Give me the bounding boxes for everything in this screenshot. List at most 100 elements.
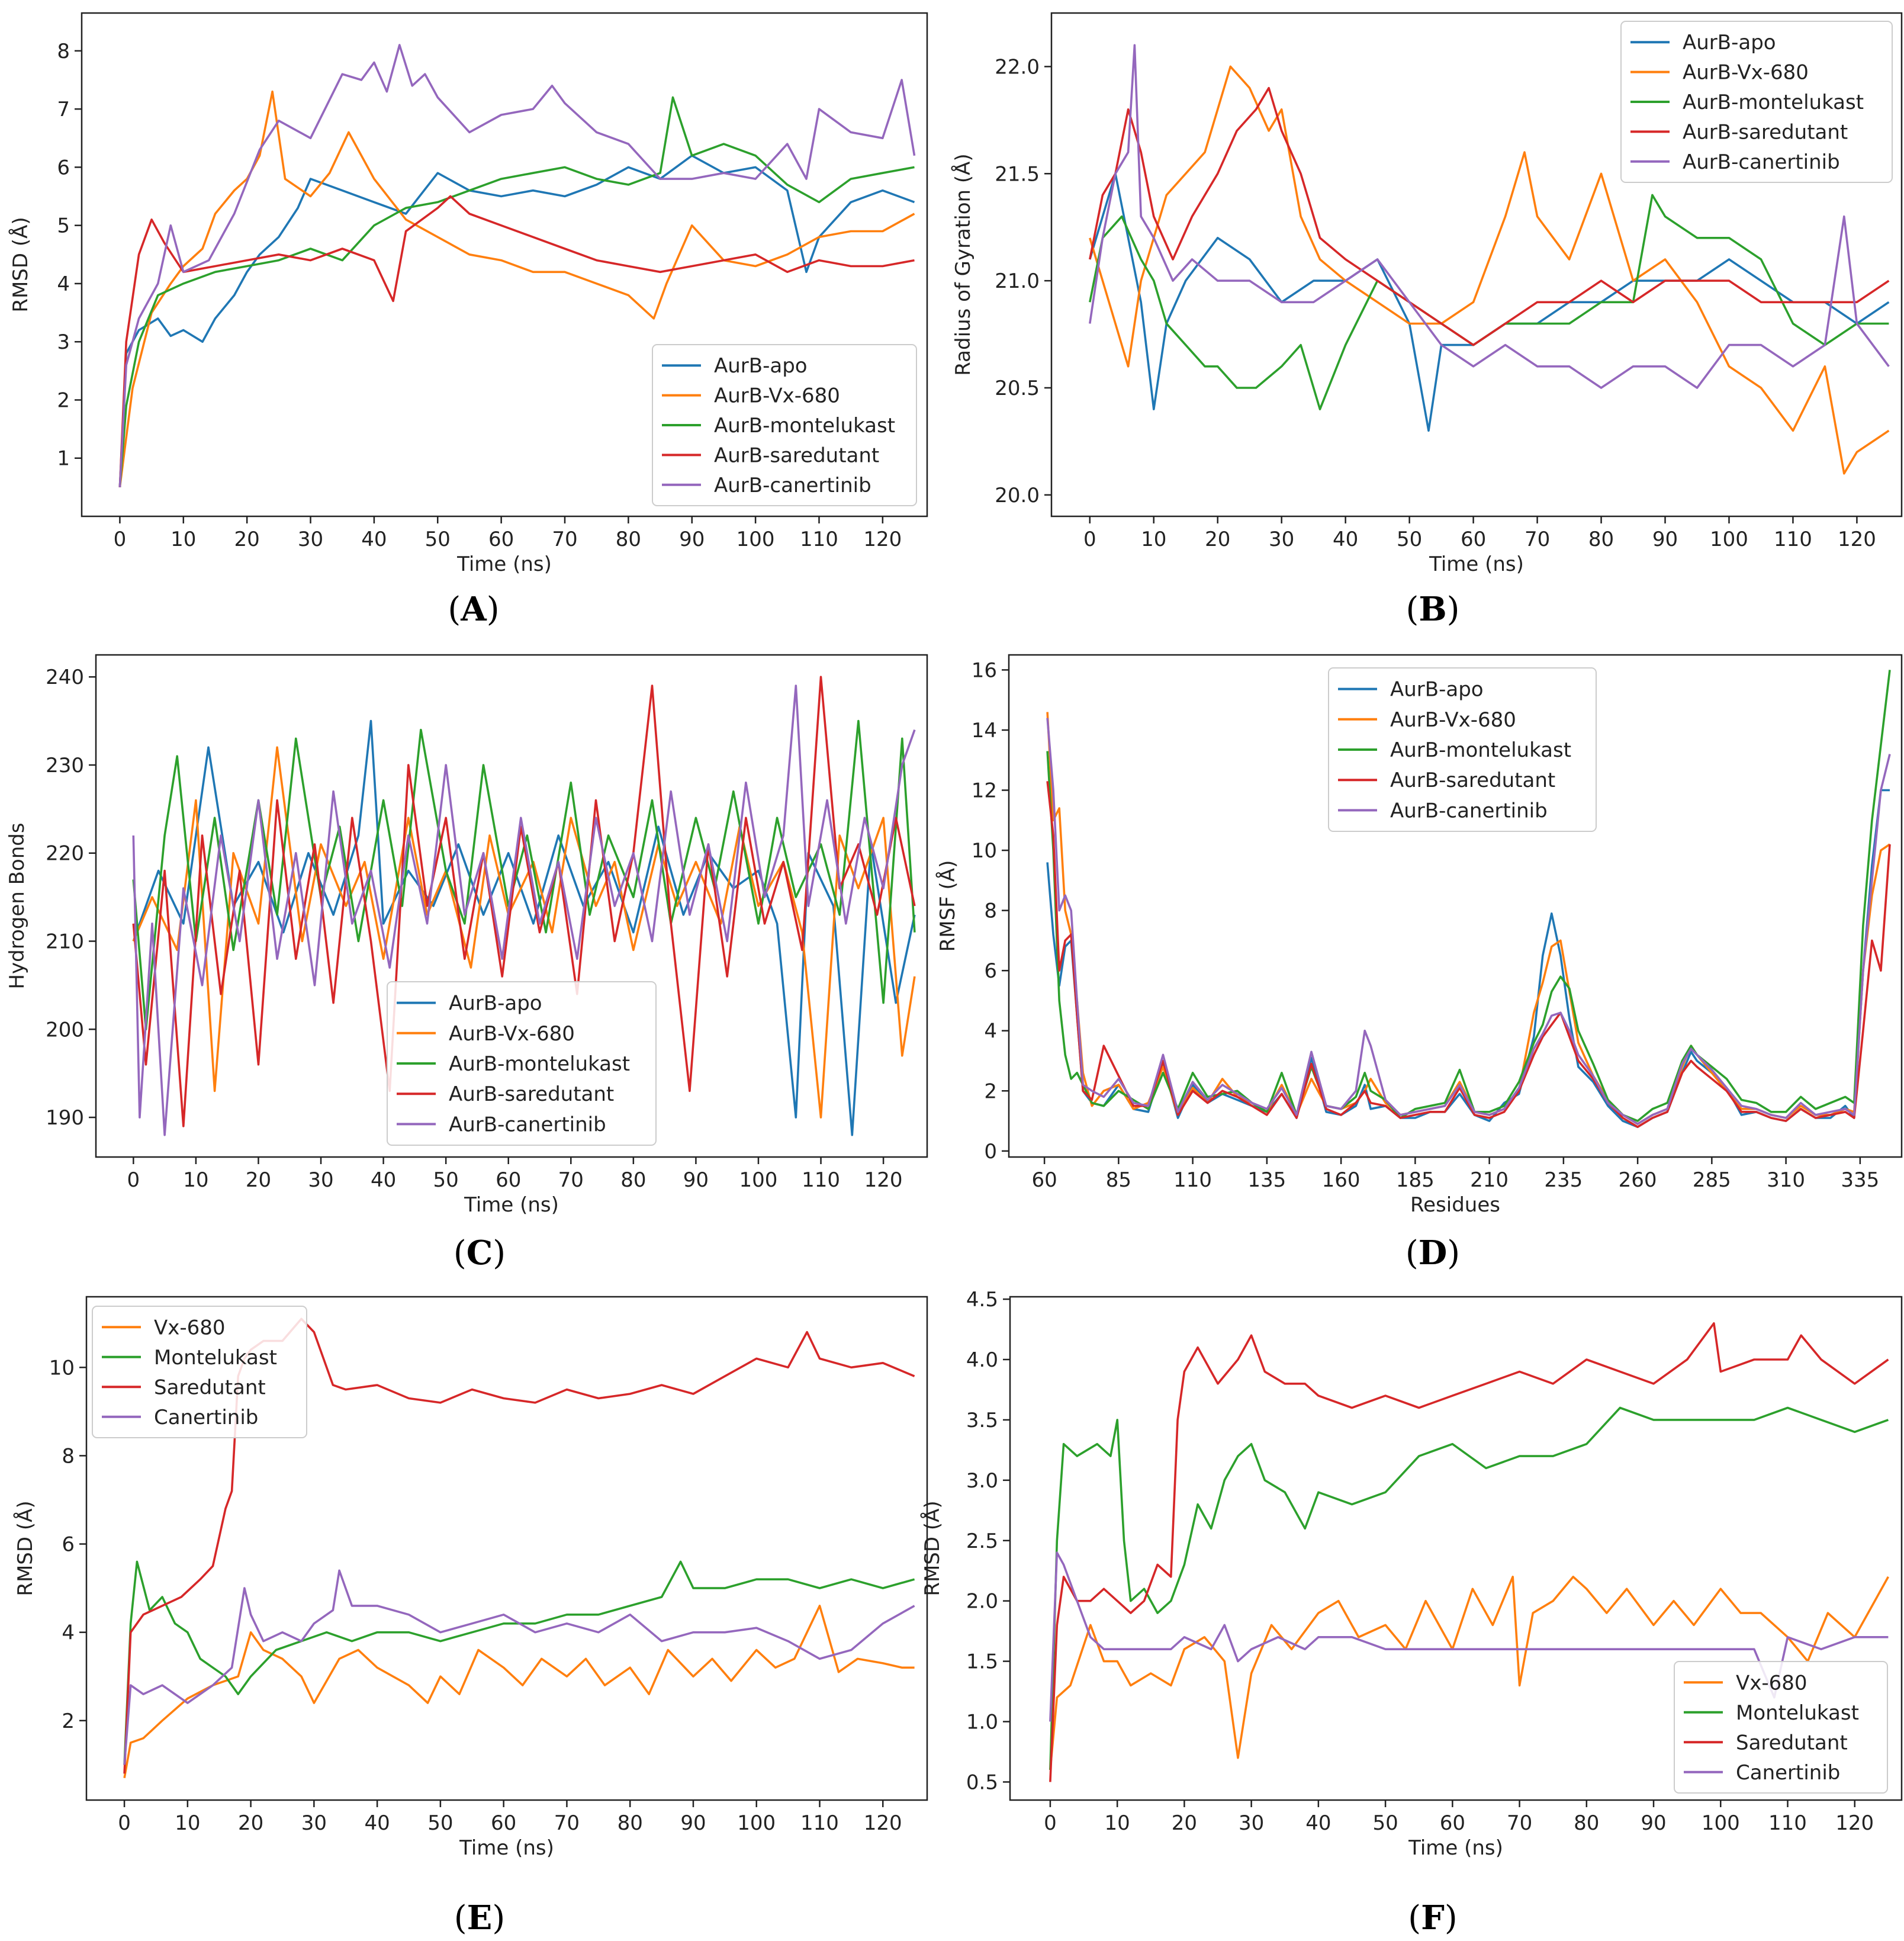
x-tick-label-f: 90 <box>1641 1811 1666 1835</box>
legend-a: AurB-apo AurB-Vx-680 AurB-montelukast AurB-… <box>652 344 917 506</box>
panel-caption-letter-e: E <box>467 1898 493 1937</box>
series-line-montelukast-e <box>123 1560 915 1765</box>
y-axis-label-d: RMSF (Å) <box>935 860 960 952</box>
x-tick-label-e: 120 <box>864 1811 902 1835</box>
x-tick-label-d: 210 <box>1470 1168 1509 1192</box>
panel-caption-open-f: ( <box>1408 1899 1421 1937</box>
y-tick-label-a: 3 <box>57 330 70 354</box>
y-tick-label-f: 4.5 <box>966 1288 998 1312</box>
panel-caption-close-a: ) <box>487 590 500 629</box>
legend-label-aurb-saredutant-a: AurB-saredutant <box>714 444 879 467</box>
x-tick-label-c: 60 <box>496 1168 521 1192</box>
x-tick-label-c: 50 <box>433 1168 459 1192</box>
x-tick-label-d: 310 <box>1767 1168 1805 1192</box>
x-tick-label-f: 50 <box>1372 1811 1398 1835</box>
panel-caption-letter-c: C <box>467 1233 493 1272</box>
x-tick-label-d: 110 <box>1173 1168 1212 1192</box>
series-line-montelukast-f <box>1049 1406 1889 1770</box>
legend-box-d <box>1328 667 1597 832</box>
panel-caption-open-b: ( <box>1406 590 1419 629</box>
series-line-aurb-apo-b <box>1089 172 1890 432</box>
y-tick-label-e: 8 <box>62 1444 75 1468</box>
series-group-d <box>1046 670 1891 1128</box>
y-tick-label-e: 6 <box>62 1533 75 1557</box>
y-tick-label-f: 2.5 <box>966 1529 998 1553</box>
x-tick-label-c: 120 <box>864 1168 903 1192</box>
legend-label-aurb-montelukast-c: AurB-montelukast <box>449 1052 630 1076</box>
y-tick-label-e: 2 <box>62 1709 75 1733</box>
y-tick-label-c: 200 <box>46 1018 84 1042</box>
x-tick-label-c: 40 <box>371 1168 396 1192</box>
legend-label-aurb-vx-680-d: AurB-Vx-680 <box>1390 708 1516 732</box>
x-tick-label-f: 0 <box>1044 1811 1057 1835</box>
panel-caption-open-d: ( <box>1406 1234 1419 1272</box>
y-tick-label-c: 230 <box>46 754 84 777</box>
series-line-aurb-montelukast-a <box>118 96 915 488</box>
legend-box-a <box>652 344 917 506</box>
legend-label-aurb-montelukast-b: AurB-montelukast <box>1683 91 1864 114</box>
y-tick-label-a: 1 <box>57 447 70 471</box>
x-tick-label-e: 30 <box>301 1811 327 1835</box>
legend-label-aurb-saredutant-c: AurB-saredutant <box>449 1082 614 1106</box>
x-tick-label-d: 335 <box>1841 1168 1879 1192</box>
x-tick-label-b: 30 <box>1269 528 1294 551</box>
x-tick-label-a: 30 <box>298 528 323 551</box>
x-tick-label-e: 10 <box>175 1811 200 1835</box>
x-tick-label-a: 0 <box>114 528 127 551</box>
x-axis-label-b: Time (ns) <box>1429 552 1524 576</box>
panel-caption-e: (E) <box>454 1898 505 1937</box>
x-tick-label-e: 20 <box>238 1811 263 1835</box>
panel-d: 60 85 110 135 160 185 210 235 260 285 310 335 0 2 4 6 8 1… <box>935 654 1903 1272</box>
panel-caption-c: (C) <box>454 1233 506 1272</box>
series-line-aurb-apo-a <box>118 154 915 487</box>
legend-label-aurb-apo-b: AurB-apo <box>1683 31 1776 54</box>
series-line-vx-680-e <box>123 1605 915 1779</box>
y-tick-label-c: 190 <box>46 1106 84 1130</box>
panel-c: 0 10 20 30 40 50 60 70 80 90 100 110 120 190 200 210 220… <box>5 654 928 1272</box>
y-tick-label-d: 6 <box>984 959 997 983</box>
series-line-saredutant-f <box>1049 1322 1889 1782</box>
panel-caption-b: (B) <box>1406 590 1459 629</box>
legend-label-aurb-vx-680-c: AurB-Vx-680 <box>449 1022 575 1046</box>
panel-e: 0 10 20 30 40 50 60 70 80 90 100 110 120 2 4 6 8 10 Time (… <box>13 1296 928 1937</box>
x-tick-label-a: 60 <box>488 528 514 551</box>
x-tick-label-a: 110 <box>800 528 838 551</box>
series-group-e <box>123 1317 915 1779</box>
y-tick-label-f: 0.5 <box>966 1770 998 1794</box>
y-tick-label-e: 10 <box>49 1356 75 1380</box>
panel-caption-letter-b: B <box>1419 590 1446 629</box>
series-group-c <box>132 676 916 1136</box>
legend-label-canertinib-e: Canertinib <box>154 1406 258 1429</box>
series-line-aurb-canertinib-c <box>132 685 916 1136</box>
x-tick-label-f: 80 <box>1574 1811 1599 1835</box>
series-line-saredutant-e <box>123 1317 915 1774</box>
legend-label-aurb-apo-d: AurB-apo <box>1390 678 1484 702</box>
x-tick-label-f: 70 <box>1507 1811 1532 1835</box>
series-line-canertinib-e <box>123 1569 915 1765</box>
series-line-aurb-montelukast-c <box>132 719 916 1031</box>
x-tick-label-b: 0 <box>1083 528 1096 551</box>
x-tick-label-f: 20 <box>1172 1811 1197 1835</box>
x-tick-label-e: 70 <box>554 1811 580 1835</box>
x-tick-label-f: 100 <box>1702 1811 1740 1835</box>
x-tick-label-c: 90 <box>683 1168 709 1192</box>
panel-caption-close-c: ) <box>493 1234 506 1272</box>
x-tick-label-e: 80 <box>617 1811 643 1835</box>
legend-label-aurb-canertinib-a: AurB-canertinib <box>714 474 871 497</box>
x-tick-label-d: 85 <box>1106 1168 1131 1192</box>
panel-caption-close-d: ) <box>1447 1234 1460 1272</box>
x-tick-label-b: 10 <box>1141 528 1166 551</box>
x-tick-label-b: 50 <box>1397 528 1422 551</box>
x-tick-label-b: 70 <box>1525 528 1550 551</box>
y-tick-label-d: 8 <box>984 899 997 923</box>
x-axis-label-d: Residues <box>1410 1193 1500 1217</box>
x-tick-label-b: 120 <box>1838 528 1876 551</box>
x-tick-label-d: 235 <box>1544 1168 1583 1192</box>
x-tick-label-d: 260 <box>1619 1168 1657 1192</box>
panel-caption-open-c: ( <box>454 1234 467 1272</box>
legend-box-c <box>387 981 657 1146</box>
x-tick-label-e: 110 <box>800 1811 839 1835</box>
series-line-aurb-montelukast-d <box>1046 670 1891 1122</box>
x-tick-label-f: 120 <box>1835 1811 1874 1835</box>
